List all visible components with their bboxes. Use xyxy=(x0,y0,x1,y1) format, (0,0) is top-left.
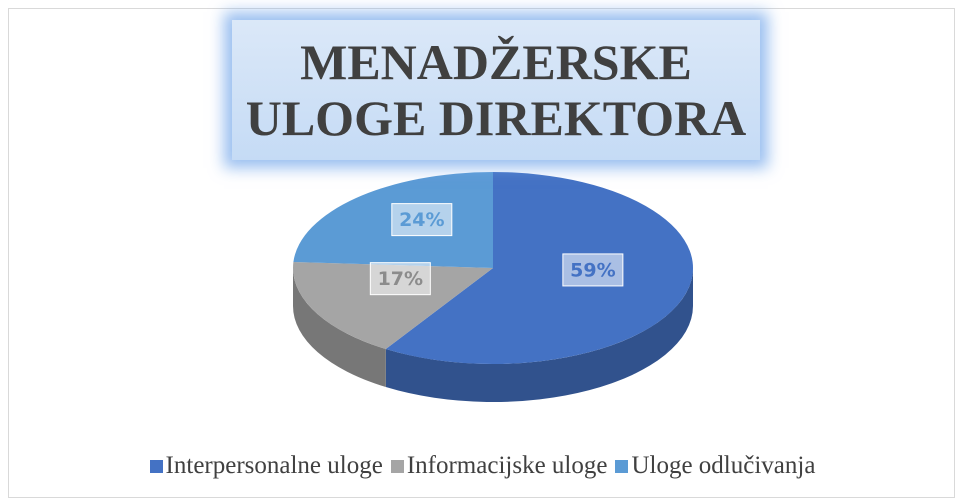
data-label: 17% xyxy=(378,268,423,290)
slice-side xyxy=(385,268,693,402)
legend-swatch xyxy=(149,459,163,473)
chart-title: MENADŽERSKE ULOGE DIREKTORA xyxy=(232,20,760,160)
legend: Interpersonalne uloge Informacijske uloge… xyxy=(0,452,965,480)
chart-frame xyxy=(8,8,955,498)
legend-swatch xyxy=(390,459,404,473)
legend-label: Informacijske uloge xyxy=(406,452,608,479)
slice xyxy=(293,261,493,350)
data-label-box xyxy=(369,262,431,296)
legend-item: Uloge odlučivanja xyxy=(615,452,815,480)
legend-swatch xyxy=(615,459,629,473)
legend-label: Uloge odlučivanja xyxy=(631,452,816,479)
data-label: 24% xyxy=(399,209,444,231)
slice-side xyxy=(293,268,386,388)
data-label-box xyxy=(562,253,624,287)
slice xyxy=(385,172,694,364)
legend-label: Interpersonalne uloge xyxy=(165,452,383,479)
data-label: 59% xyxy=(570,259,615,281)
data-label-box xyxy=(391,203,453,237)
legend-item: Informacijske uloge xyxy=(390,452,608,480)
legend-item: Interpersonalne uloge xyxy=(149,452,383,480)
